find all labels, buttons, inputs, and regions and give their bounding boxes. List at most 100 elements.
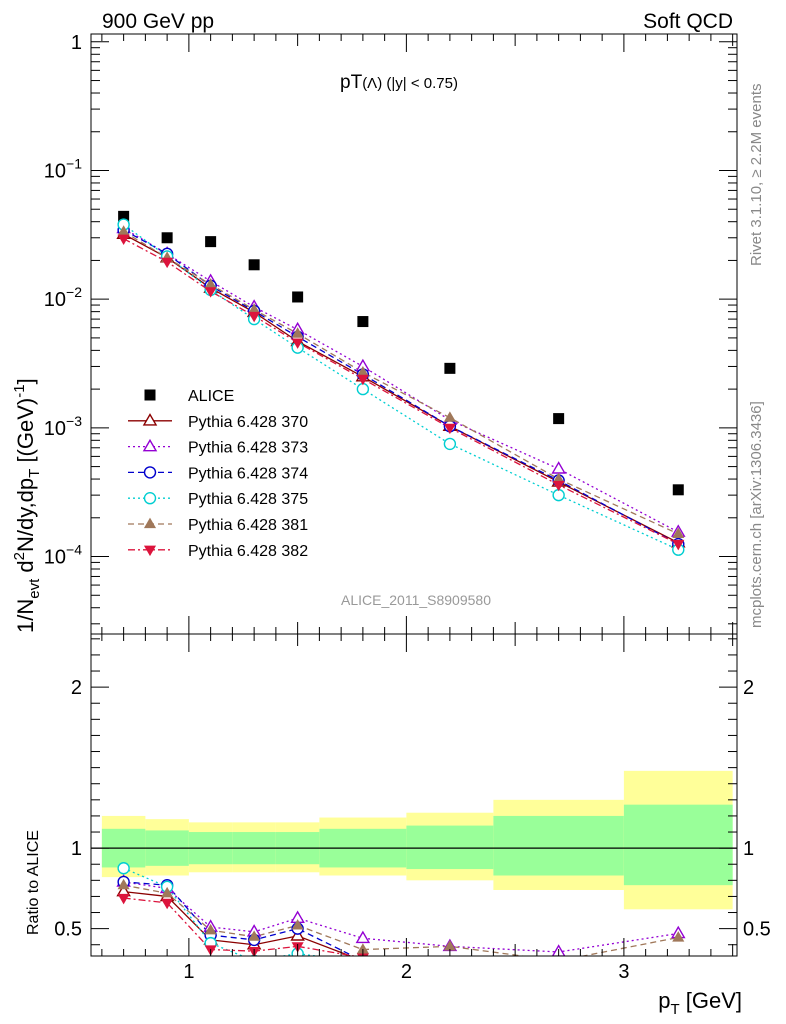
ratio-point-4-6	[443, 940, 456, 951]
main-y-axis-label: 1/Nevt d2N/dy,dpT [(GeV)-1]	[11, 378, 43, 633]
ratio-point-4-4	[291, 919, 304, 930]
ratio-point-0-8	[672, 967, 684, 977]
main-point-6-2	[204, 287, 217, 298]
legend-marker-0	[144, 389, 156, 401]
main-point-0-7	[553, 413, 565, 425]
legend-marker-3	[143, 466, 157, 479]
main-point-4-5	[356, 382, 370, 396]
ratio-ytick-label-left-2: 2	[71, 677, 82, 699]
xtick-label-1: 2	[401, 961, 412, 983]
main-ytick-label-0: 1	[71, 32, 82, 54]
legend-marker-6	[143, 545, 157, 557]
main-point-0-5	[357, 316, 369, 328]
legend-marker-1	[142, 413, 158, 426]
main-ticks	[91, 34, 737, 634]
main-point-0-0	[118, 210, 130, 222]
main-point-5-4	[291, 327, 304, 338]
watermark: ALICE_2011_S8909580	[341, 592, 491, 608]
main-series-layer	[116, 210, 686, 556]
ratio-point-4-5	[356, 943, 369, 954]
main-point-6-0	[117, 234, 130, 246]
ratio-point-4-3	[248, 930, 261, 941]
main-point-0-2	[205, 236, 217, 248]
main-point-6-4	[291, 338, 304, 349]
legend-entry-3: Pythia 6.428 374	[128, 465, 308, 482]
ratio-ytick-label-right-2: 2	[743, 677, 754, 699]
ratio-point-4-1	[161, 886, 174, 898]
mcplots-label: mcplots.cern.ch [arXiv:1306.3436]	[748, 401, 765, 628]
legend-entry-5: Pythia 6.428 381	[128, 517, 308, 534]
main-series-line-6	[123, 238, 679, 545]
ratio-frame	[90, 633, 738, 957]
main-series-line-2	[123, 227, 679, 533]
legend-entry-1: Pythia 6.428 370	[128, 413, 308, 431]
legend-label-5: Pythia 6.428 381	[188, 517, 308, 534]
main-point-5-7	[552, 472, 565, 484]
ratio-point-0-7	[553, 966, 565, 976]
ratio-point-4-0	[117, 878, 130, 890]
ratio-point-4-8	[672, 931, 685, 942]
main-panel: 1 10−1 10−2 10−3 10−4 pT(Λ) (|y| < 0.75) ALI…	[11, 32, 738, 635]
main-point-0-3	[248, 259, 260, 271]
ratio-band-inner-7	[493, 815, 624, 876]
legend-label-1: Pythia 6.428 370	[188, 414, 308, 431]
ratio-point-5-8	[672, 965, 684, 975]
ratio-point-3-3	[250, 954, 259, 956]
ratio-point-3-0	[117, 862, 130, 875]
main-point-4-7	[552, 488, 565, 502]
x-axis-label: pT [GeV]	[658, 988, 742, 1018]
main-point-0-1	[161, 232, 173, 244]
ratio-point-5-6	[444, 960, 456, 970]
ratio-series-line-5	[123, 897, 358, 956]
main-point-6-1	[161, 257, 174, 269]
legend-entry-4: Pythia 6.428 375	[128, 491, 308, 508]
main-point-6-3	[248, 311, 261, 323]
ratio-y-axis-label: Ratio to ALICE	[25, 830, 42, 935]
rivet-label: Rivet 3.1.10, ≥ 2.2M events	[748, 84, 765, 267]
legend-entry-6: Pythia 6.428 382	[128, 543, 308, 560]
legend-marker-4	[143, 492, 157, 505]
legend-label-6: Pythia 6.428 382	[188, 543, 308, 560]
main-series-line-5	[123, 231, 679, 535]
legend-label-2: Pythia 6.428 373	[188, 440, 308, 457]
main-point-5-0	[117, 225, 130, 236]
ratio-panel: 0.5 0.5 1 1 2 2 1 2 3 Ratio to ALICE pT [GeV]	[25, 633, 771, 1018]
main-ytick-label-1: 10−1	[44, 155, 82, 182]
main-point-2-7	[551, 461, 566, 474]
ratio-ytick-label-left-1: 1	[71, 838, 82, 860]
ratio-point-5-1	[161, 898, 174, 910]
xtick-label-2: 3	[618, 961, 629, 983]
main-point-6-7	[552, 480, 565, 492]
ratio-ytick-label-right-0: 0.5	[743, 919, 771, 941]
main-point-4-6	[443, 437, 457, 451]
legend: ALICE Pythia 6.428 370 Pythia 6.428 373 Pyt…	[128, 388, 308, 560]
ratio-point-2-8	[673, 967, 684, 978]
ratio-band-inner-6	[406, 825, 494, 870]
main-point-6-8	[672, 539, 685, 551]
ratio-point-4-2	[204, 923, 217, 935]
legend-label-4: Pythia 6.428 375	[188, 491, 308, 508]
main-point-6-6	[443, 423, 456, 435]
ratio-point-3-5	[357, 957, 368, 968]
main-y-tick-labels: 1 10−1 10−2 10−3 10−4	[44, 32, 82, 569]
ratio-point-5-7	[553, 963, 565, 973]
legend-label-0: ALICE	[188, 388, 234, 405]
ratio-point-2-5	[359, 954, 367, 956]
ratio-point-5-0	[117, 893, 130, 905]
main-title: pT(Λ) (|y| < 0.75)	[340, 72, 458, 93]
main-point-5-6	[443, 411, 456, 422]
ratio-point-2-7	[553, 965, 564, 976]
ratio-point-1-5	[355, 930, 371, 944]
main-ytick-label-3: 10−3	[44, 413, 82, 440]
legend-entry-2: Pythia 6.428 373	[128, 438, 308, 457]
main-point-5-3	[248, 303, 261, 314]
ratio-point-0-6	[444, 963, 456, 973]
legend-marker-2	[142, 438, 158, 452]
legend-label-3: Pythia 6.428 374	[188, 465, 308, 482]
ratio-series-line-2	[123, 881, 355, 956]
ratio-ticks: 0.5 0.5 1 1 2 2 1 2 3	[54, 634, 771, 983]
main-point-6-5	[356, 374, 369, 386]
ratio-ytick-label-right-1: 1	[743, 838, 754, 860]
main-ytick-label-2: 10−2	[44, 284, 82, 311]
